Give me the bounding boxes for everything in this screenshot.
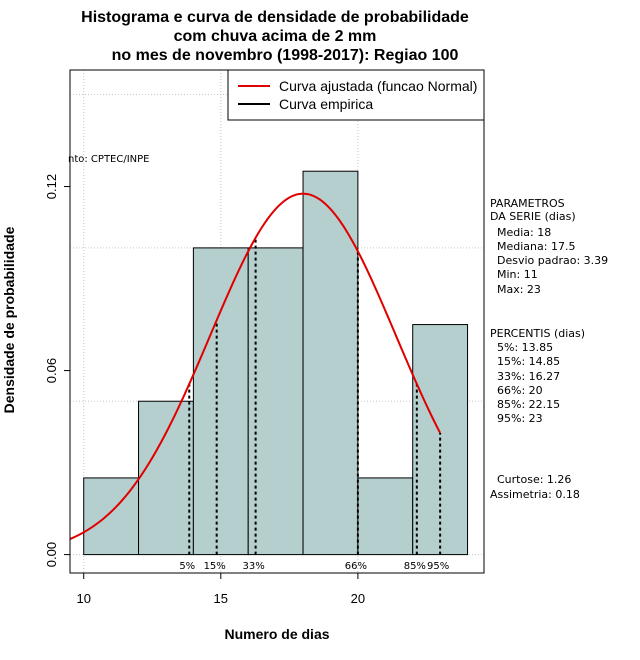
histogram-bar xyxy=(138,400,194,556)
y-tick-label: 0.12 xyxy=(44,174,59,199)
x-tick-label: 10 xyxy=(76,591,90,606)
chart-title-line-2: com chuva acima de 2 mm xyxy=(174,28,377,45)
percentile-label: 85% xyxy=(404,561,426,572)
percentil-line: 85%: 22.15 xyxy=(490,398,560,411)
percentil-line: 15%: 14.85 xyxy=(490,355,560,368)
param-line: Desvio padrao: 3.39 xyxy=(490,254,608,267)
percentil-line: 5%: 13.85 xyxy=(490,341,553,354)
x-tick-label: 20 xyxy=(351,591,365,606)
normal-curve-layer xyxy=(69,192,442,540)
legend-label-empirical: Curva empirica xyxy=(279,96,373,112)
legend-label-fit: Curva ajustada (funcao Normal) xyxy=(279,78,477,94)
x-axis-title: Numero de dias xyxy=(224,626,329,642)
chart-title-line-1: Histograma e curva de densidade de proba… xyxy=(81,9,469,26)
percentile-label: 33% xyxy=(242,561,264,572)
percentile-label: 66% xyxy=(345,561,367,572)
percentile-label: 15% xyxy=(204,561,226,572)
normal-fit-curve xyxy=(69,192,442,540)
histogram-bar xyxy=(247,247,304,556)
histogram-bar xyxy=(302,170,359,556)
histogram-bar xyxy=(192,247,249,556)
source-note: nto: CPTEC/INPE xyxy=(68,154,150,165)
legend-box xyxy=(227,69,485,121)
side-panel: PARAMETROS DA SERIE (dias) Media: 18 Med… xyxy=(490,197,608,501)
param-line: DA SERIE (dias) xyxy=(490,210,576,223)
param-line: Mediana: 17.5 xyxy=(490,240,575,253)
legend: Curva ajustada (funcao Normal) Curva emp… xyxy=(227,69,485,121)
percentil-line: 33%: 16.27 xyxy=(490,370,560,383)
percentile-label: 5% xyxy=(179,561,195,572)
param-line: Media: 18 xyxy=(490,226,551,239)
assimetria-text: Assimetria: 0.18 xyxy=(490,488,580,501)
y-axis-title: Densidade de probabilidade xyxy=(1,226,17,413)
histogram-bar xyxy=(357,477,414,556)
percentile-label: 95% xyxy=(427,561,449,572)
percentil-line: PERCENTIS (dias) xyxy=(490,327,585,340)
percentil-line: 95%: 23 xyxy=(490,412,543,425)
chart-title-line-3: no mes de novembro (1998-2017): Regiao 1… xyxy=(112,47,459,64)
curtose-text: Curtose: 1.26 xyxy=(490,473,571,486)
x-tick-label: 15 xyxy=(214,591,228,606)
percentil-line: 66%: 20 xyxy=(490,384,543,397)
percentile-lines: 5% 15% 33% 66% 85% 95% xyxy=(179,237,449,572)
y-tick-label: 0.00 xyxy=(44,542,59,567)
param-line: Min: 11 xyxy=(490,268,538,281)
param-line: PARAMETROS xyxy=(490,197,565,210)
param-line: Max: 23 xyxy=(490,283,541,296)
y-tick-label: 0.06 xyxy=(44,358,59,383)
histogram-bars xyxy=(83,170,469,556)
